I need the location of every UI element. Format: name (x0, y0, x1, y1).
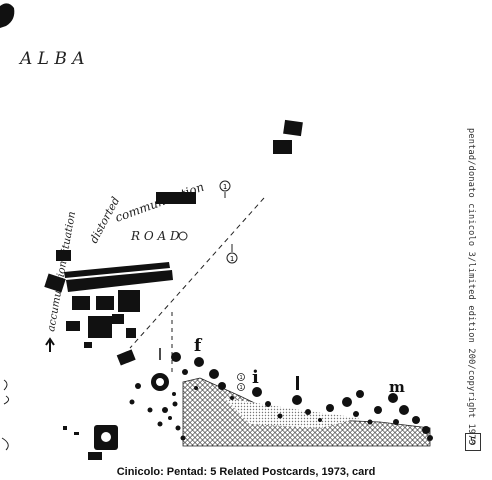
circled-number: 1 (219, 180, 231, 198)
svg-text:1: 1 (223, 183, 227, 191)
scribble (1, 437, 9, 451)
svg-text:1: 1 (239, 375, 242, 381)
letter-o-label: o (0, 0, 1, 1)
dot-field (129, 352, 433, 441)
side-credit-text: pentad/donato cinicolo 3/limited edition… (466, 128, 476, 446)
circled-number: 1 (237, 383, 245, 391)
block (283, 119, 303, 137)
letter-m: m (389, 378, 405, 396)
dashed-path (129, 197, 265, 349)
svg-text:1: 1 (230, 255, 234, 263)
ring-o (151, 373, 169, 391)
circled-number: 1 (226, 244, 238, 264)
block (88, 452, 102, 460)
arrow-icon (45, 337, 55, 352)
scribble (3, 379, 10, 405)
corner-mark (0, 3, 15, 28)
building-cluster (44, 250, 173, 366)
tick-mark (63, 426, 67, 430)
circled-number: 1 (237, 373, 245, 381)
card-number-box: 5 (465, 433, 481, 451)
svg-text:1: 1 (239, 385, 242, 391)
alba-label: A L B A (18, 49, 85, 69)
tick-mark (74, 432, 79, 435)
letter-f: f (194, 336, 203, 356)
side-credit: pentad/donato cinicolo 3/limited edition… (466, 128, 480, 445)
ring-block (94, 425, 118, 450)
fine-dotted-field (225, 398, 360, 428)
block (273, 140, 292, 154)
road-circle-mark (178, 231, 188, 241)
road-label: R O A D (130, 229, 180, 243)
caption: Cinicolo: Pentad: 5 Related Postcards, 1… (116, 466, 376, 478)
tick-mark (296, 376, 299, 390)
block (156, 192, 196, 204)
letter-i: i (252, 367, 259, 388)
